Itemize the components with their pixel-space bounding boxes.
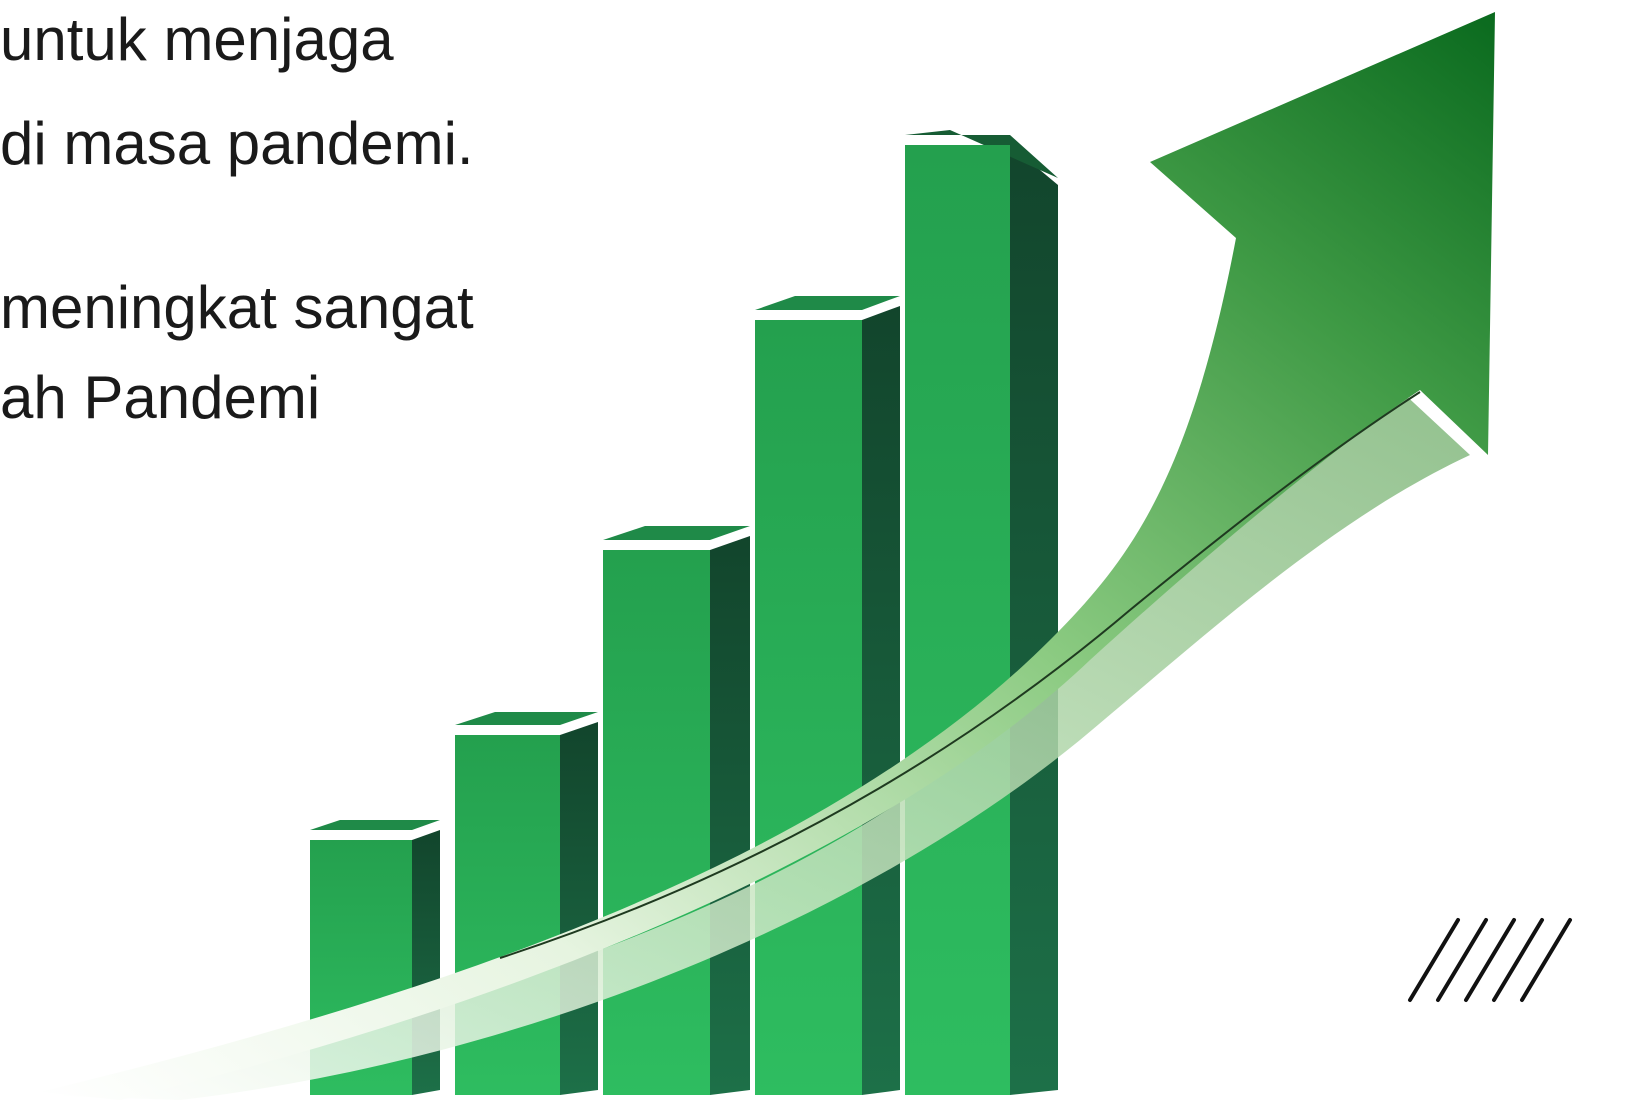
slide-text-line-4: ah Pandemi — [0, 364, 321, 431]
bar-4 — [755, 296, 900, 1095]
growth-arrow — [40, 12, 1495, 1100]
bar-5 — [905, 130, 1058, 1095]
slide-text-line-2: di masa pandemi. — [0, 110, 474, 177]
bar-3 — [603, 526, 750, 1095]
slide-text-line-1: untuk menjaga — [0, 6, 394, 73]
diagonal-stripes-icon — [1408, 918, 1572, 1002]
slide-text-line-3: meningkat sangat — [0, 274, 474, 341]
arrow-shadow — [60, 390, 1470, 1100]
arrow-edge-line — [499, 391, 1421, 959]
